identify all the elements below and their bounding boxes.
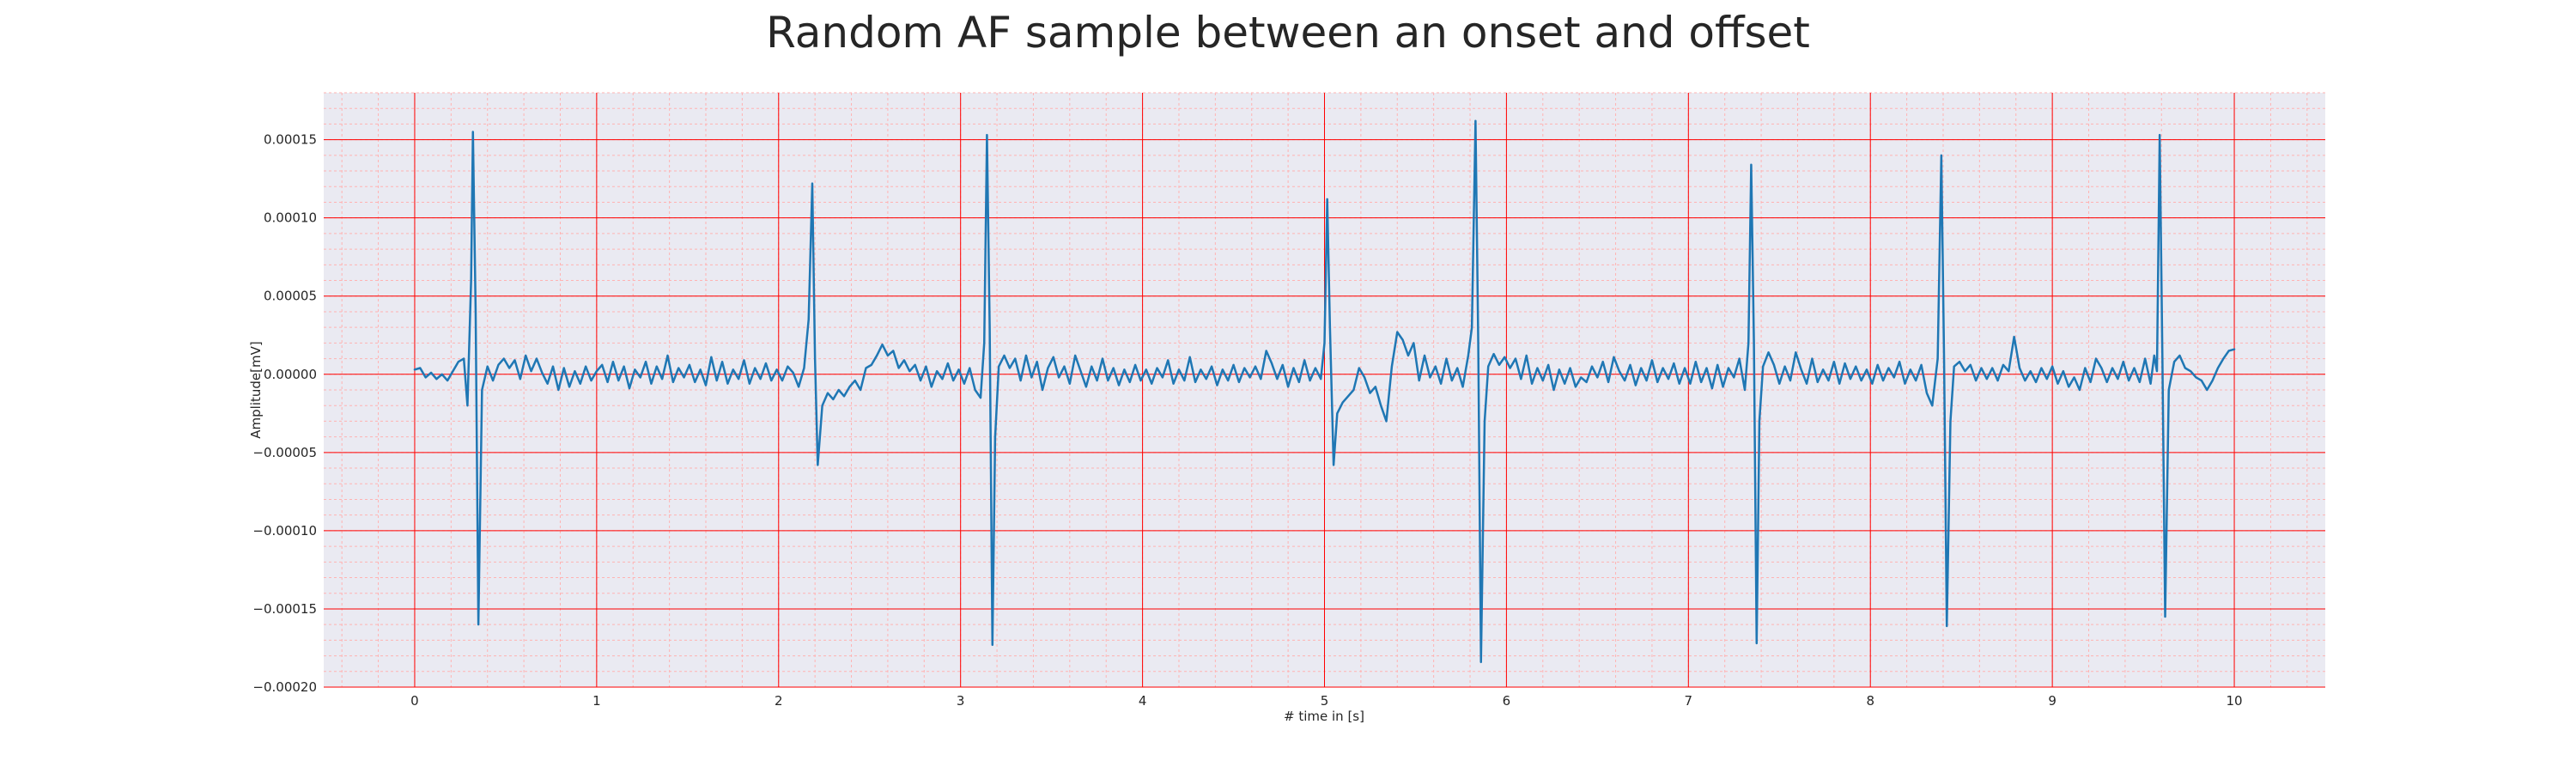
x-tick-label: 7: [1685, 693, 1693, 709]
chart-title: Random AF sample between an onset and of…: [766, 8, 1810, 58]
y-tick-label: 0.00005: [264, 289, 317, 304]
y-tick-label: −0.00015: [252, 601, 317, 617]
y-tick-label: 0.00010: [264, 210, 317, 226]
x-tick-label: 2: [775, 693, 783, 709]
x-tick-label: 0: [410, 693, 419, 709]
x-tick-label: 4: [1139, 693, 1147, 709]
y-tick-label: −0.00005: [252, 445, 317, 460]
x-tick-label: 5: [1321, 693, 1329, 709]
y-axis-label: Amplitude[mV]: [248, 341, 264, 438]
x-axis-label: # time in [s]: [1284, 709, 1364, 724]
y-tick-label: 0.00015: [264, 132, 317, 148]
y-tick-labels: −0.00020 −0.00015 −0.00010 −0.00005 0.00000 0…: [252, 132, 317, 695]
signal-line: [413, 119, 2236, 664]
y-tick-label: 0.00000: [264, 367, 317, 382]
x-tick-label: 8: [1866, 693, 1874, 709]
x-tick-label: 10: [2226, 693, 2242, 709]
series-layer: [413, 119, 2236, 664]
x-tick-label: 6: [1503, 693, 1511, 709]
y-tick-label: −0.00020: [252, 679, 317, 695]
x-tick-label: 9: [2048, 693, 2057, 709]
x-tick-label: 3: [957, 693, 965, 709]
x-tick-labels: 0 1 2 3 4 5 6 7 8 9 10: [410, 693, 2242, 709]
x-tick-label: 1: [592, 693, 601, 709]
y-tick-label: −0.00010: [252, 523, 317, 539]
